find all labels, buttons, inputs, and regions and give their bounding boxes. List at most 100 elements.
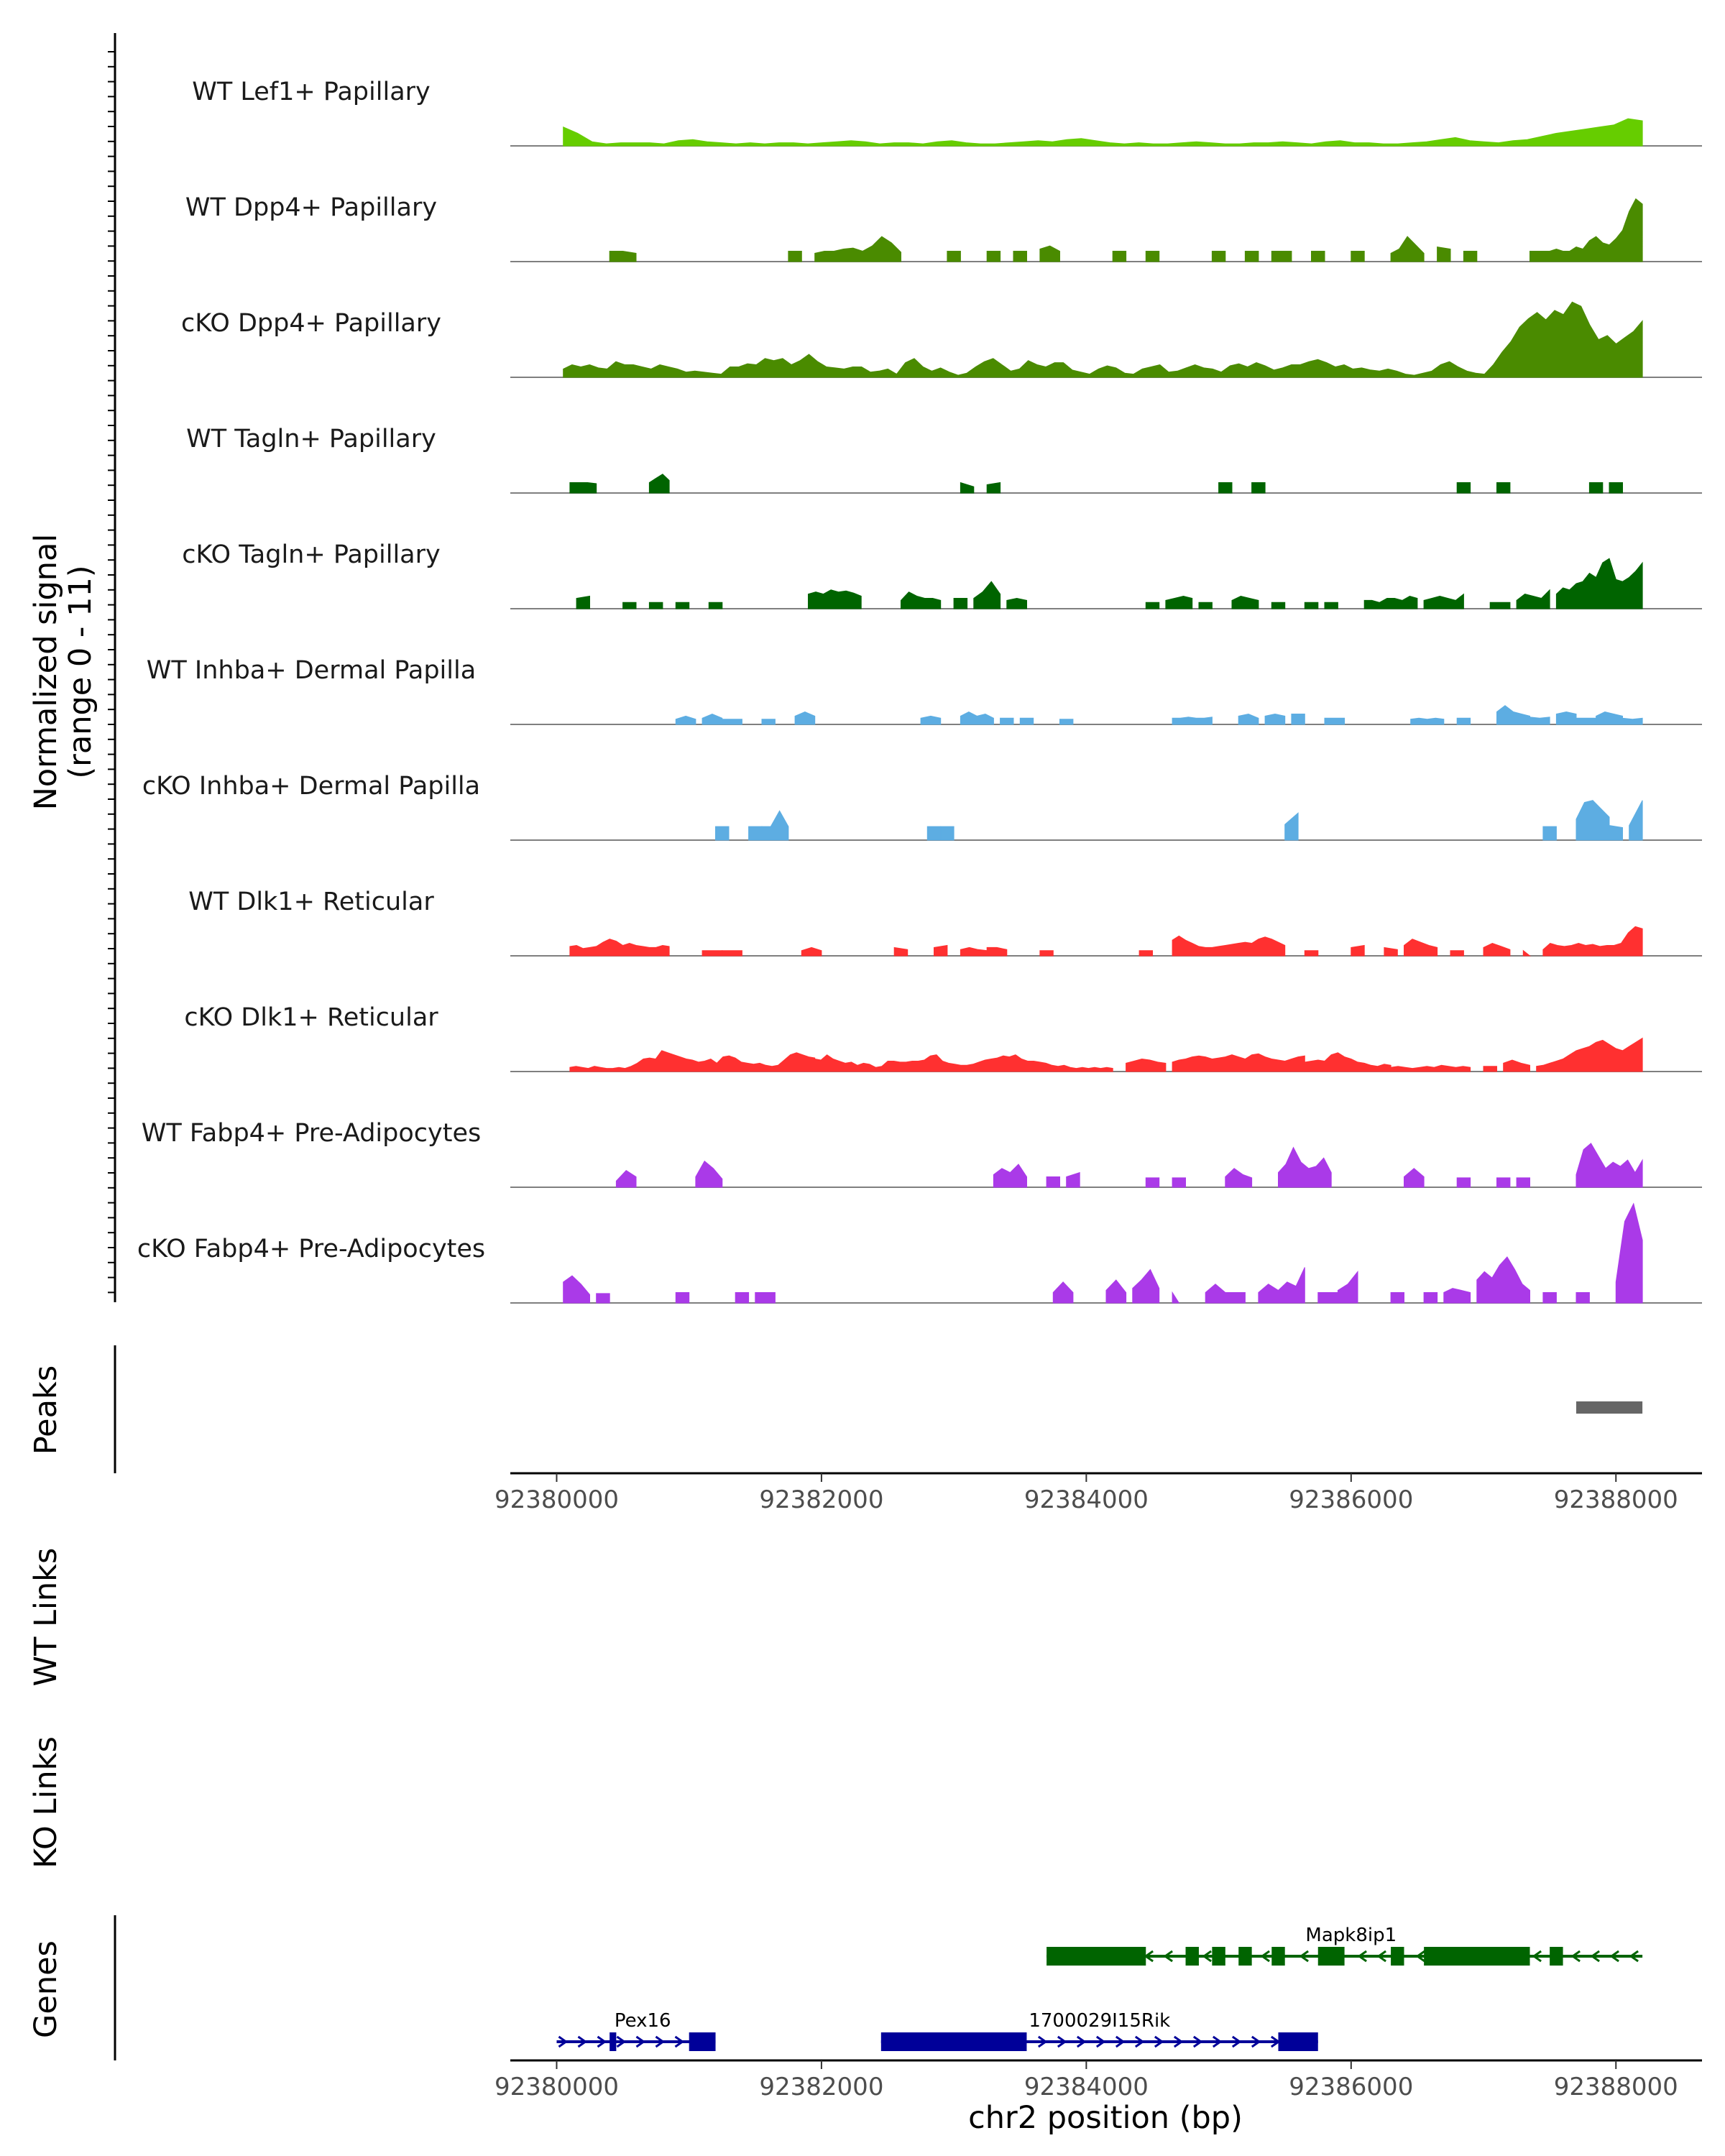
coverage-area	[576, 595, 590, 609]
coverage-area	[973, 581, 1001, 609]
ylabel-genes: Genes	[28, 1940, 64, 2038]
coverage-track: cKO Fabp4+ Pre-Adipocytes	[137, 1202, 1702, 1304]
coverage-area	[1006, 597, 1027, 609]
strand-arrow	[1376, 1950, 1386, 1963]
x-axis-peaks: 92380000 92382000 92384000 92386000 92388000	[494, 1472, 1702, 1514]
coverage-area	[761, 810, 789, 841]
peaks-track	[1576, 1401, 1643, 1414]
coverage-area	[1588, 482, 1604, 494]
track-label: WT Fabp4+ Pre-Adipocytes	[142, 1119, 481, 1148]
coverage-area	[1172, 717, 1213, 725]
coverage-area	[788, 251, 802, 262]
coverage-area	[960, 711, 994, 725]
coverage-area	[715, 826, 730, 841]
coverage-area	[563, 301, 1643, 378]
coverage-area	[1542, 926, 1643, 957]
track-label: cKO Inhba+ Dermal Papilla	[142, 772, 480, 801]
strand-arrow	[1357, 1950, 1367, 1963]
coverage-area	[1145, 251, 1160, 262]
ylabel-ko-links: KO Links	[28, 1736, 64, 1869]
coverage-area	[801, 946, 822, 957]
coverage-area	[722, 719, 742, 725]
strand-arrow	[1299, 1950, 1309, 1963]
coverage-area	[1337, 1270, 1358, 1304]
gene-name-label: Mapk8ip1	[1305, 1925, 1397, 1946]
coverage-area	[1271, 251, 1292, 262]
coverage-area	[1165, 595, 1193, 609]
coverage-area	[1172, 935, 1286, 957]
gene-exon	[1278, 2032, 1318, 2051]
x-tick-label: 92380000	[494, 1485, 619, 1514]
gene-model: Pex16	[556, 2010, 716, 2051]
coverage-area	[722, 950, 742, 957]
peak-region	[1576, 1401, 1643, 1414]
track-label: cKO Dlk1+ Reticular	[184, 1003, 438, 1032]
coverage-area	[695, 1160, 723, 1188]
signal-axis-ticks	[108, 51, 115, 1294]
coverage-area	[1126, 1058, 1167, 1072]
track-label: cKO Dpp4+ Papillary	[181, 309, 441, 338]
strand-arrow	[1231, 2035, 1242, 2048]
coverage-area	[940, 826, 954, 841]
strand-arrow	[1163, 1950, 1173, 1963]
gene-exon	[610, 2032, 617, 2051]
coverage-area	[1225, 1168, 1253, 1188]
coverage-area	[755, 1292, 776, 1304]
coverage-area	[1278, 1267, 1305, 1304]
coverage-area	[1211, 251, 1226, 262]
track-label: WT Inhba+ Dermal Papilla	[147, 656, 476, 685]
coverage-area	[1278, 1146, 1332, 1188]
coverage-area	[1244, 251, 1259, 262]
coverage-area	[808, 589, 862, 609]
coverage-area	[761, 719, 776, 725]
gene-exon	[1046, 1947, 1146, 1966]
strand-arrow	[1076, 2035, 1087, 2048]
coverage-area	[1324, 602, 1338, 609]
track-label: WT Dlk1+ Reticular	[188, 888, 434, 916]
coverage-track: cKO Tagln+ Papillary	[182, 540, 1702, 609]
strand-arrow	[1173, 2035, 1184, 2048]
coverage-area	[1456, 482, 1471, 494]
coverage-area	[1423, 1292, 1438, 1304]
coverage-area	[1231, 595, 1259, 609]
coverage-area	[1132, 1268, 1160, 1304]
coverage-area	[1172, 1291, 1180, 1304]
coverage-area	[1000, 717, 1014, 725]
track-label: WT Tagln+ Papillary	[186, 425, 436, 453]
coverage-area	[1530, 717, 1550, 725]
coverage-area	[1423, 593, 1464, 609]
track-label: WT Dpp4+ Papillary	[185, 193, 437, 222]
coverage-area	[1066, 1171, 1080, 1188]
gene-track: Mapk8ip1 Pex16 1700029I15Rik	[556, 1925, 1643, 2051]
coverage-area	[1046, 1176, 1060, 1188]
coverage-track: WT Fabp4+ Pre-Adipocytes	[142, 1119, 1702, 1188]
gene-name-label: Pex16	[615, 2010, 671, 2032]
coverage-area	[1105, 1279, 1127, 1304]
coverage-area	[1609, 482, 1623, 494]
coverage-area	[934, 944, 948, 957]
coverage-area	[648, 602, 663, 609]
coverage-area	[1284, 812, 1299, 841]
strand-arrow	[1154, 2035, 1164, 2048]
coverage-track: WT Tagln+ Papillary	[186, 425, 1702, 494]
coverage-tracks: WT Lef1+ Papillary WT Dpp4+ Papillary cKO …	[137, 78, 1702, 1304]
coverage-area	[953, 598, 968, 609]
coverage-area	[563, 1275, 590, 1304]
coverage-area	[675, 715, 696, 725]
coverage-area	[1576, 800, 1610, 841]
coverage-area	[1437, 247, 1451, 262]
strand-arrow	[1192, 2035, 1203, 2048]
coverage-track: cKO Dlk1+ Reticular	[184, 1003, 1702, 1072]
coverage-area	[1390, 1292, 1404, 1304]
coverage-area	[920, 715, 942, 725]
x-axis-genes: 92380000 92382000 92384000 92386000 92388000	[494, 2059, 1702, 2101]
coverage-area	[1450, 950, 1464, 957]
x-tick-label: 92384000	[1024, 2073, 1149, 2101]
coverage-area	[1258, 1284, 1279, 1304]
gene-exon	[1317, 1947, 1345, 1966]
coverage-area	[622, 602, 637, 609]
track-label: cKO Tagln+ Papillary	[182, 540, 441, 569]
coverage-area	[1629, 800, 1643, 841]
coverage-area	[702, 950, 723, 957]
coverage-area	[1456, 1177, 1471, 1188]
